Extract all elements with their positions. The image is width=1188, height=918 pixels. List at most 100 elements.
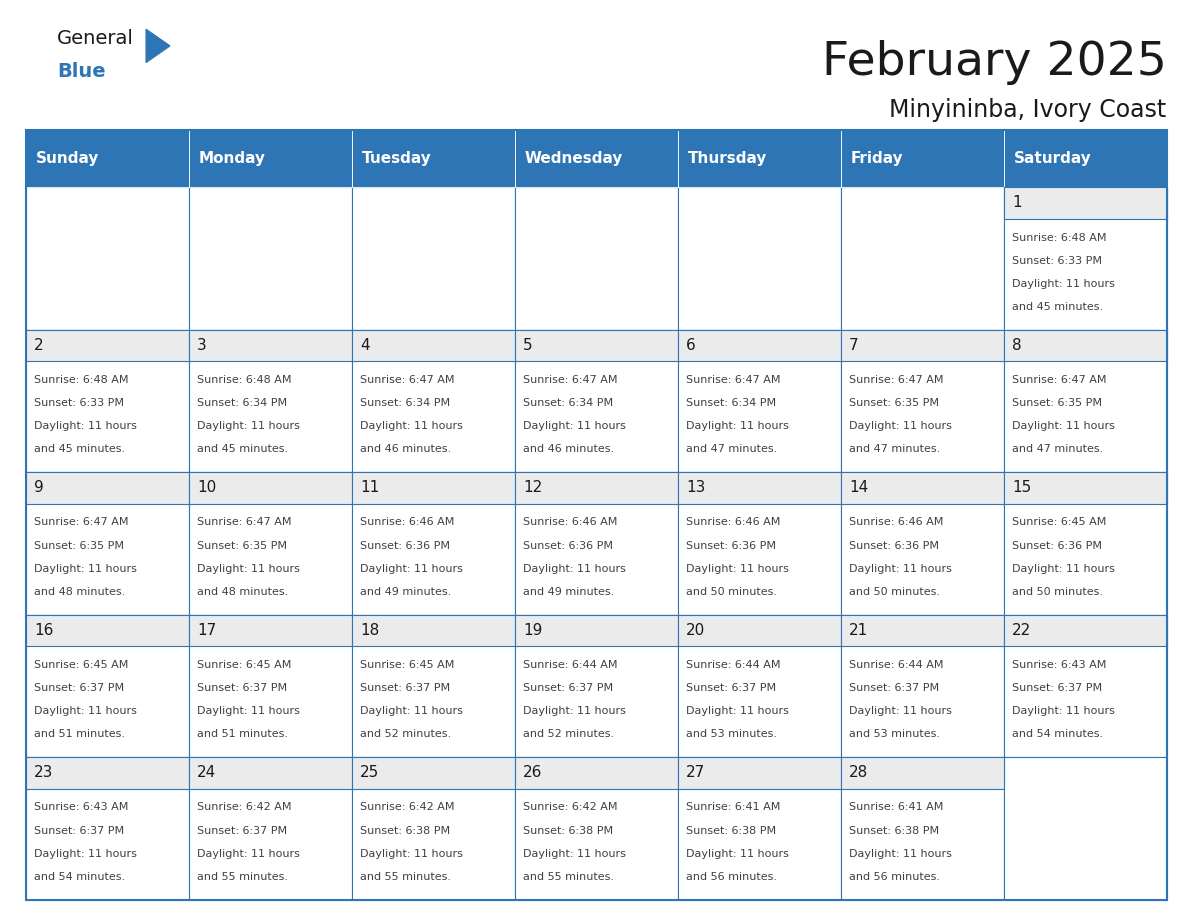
Text: Sunset: 6:37 PM: Sunset: 6:37 PM bbox=[523, 683, 613, 693]
Text: Sunset: 6:34 PM: Sunset: 6:34 PM bbox=[197, 398, 287, 409]
Text: Daylight: 11 hours: Daylight: 11 hours bbox=[360, 706, 463, 716]
Text: Daylight: 11 hours: Daylight: 11 hours bbox=[34, 849, 137, 858]
Text: Sunrise: 6:47 AM: Sunrise: 6:47 AM bbox=[685, 375, 781, 385]
Text: Sunset: 6:37 PM: Sunset: 6:37 PM bbox=[685, 683, 776, 693]
Text: and 54 minutes.: and 54 minutes. bbox=[1012, 730, 1102, 739]
Text: Daylight: 11 hours: Daylight: 11 hours bbox=[360, 421, 463, 431]
Text: Sunrise: 6:45 AM: Sunrise: 6:45 AM bbox=[1012, 518, 1106, 528]
Text: Sunset: 6:37 PM: Sunset: 6:37 PM bbox=[849, 683, 939, 693]
Text: 21: 21 bbox=[849, 623, 868, 638]
Text: 6: 6 bbox=[685, 338, 696, 353]
Text: 1: 1 bbox=[1012, 196, 1022, 210]
Text: Daylight: 11 hours: Daylight: 11 hours bbox=[197, 421, 301, 431]
Text: Daylight: 11 hours: Daylight: 11 hours bbox=[197, 706, 301, 716]
Text: Saturday: Saturday bbox=[1013, 151, 1092, 166]
Text: Sunset: 6:34 PM: Sunset: 6:34 PM bbox=[360, 398, 450, 409]
Text: Sunrise: 6:46 AM: Sunrise: 6:46 AM bbox=[685, 518, 781, 528]
Text: Sunrise: 6:43 AM: Sunrise: 6:43 AM bbox=[1012, 660, 1106, 670]
Text: 18: 18 bbox=[360, 623, 379, 638]
Text: Sunset: 6:37 PM: Sunset: 6:37 PM bbox=[197, 825, 287, 835]
Text: Sunset: 6:33 PM: Sunset: 6:33 PM bbox=[1012, 255, 1101, 265]
Text: 7: 7 bbox=[849, 338, 859, 353]
Text: 3: 3 bbox=[197, 338, 207, 353]
Text: Sunrise: 6:45 AM: Sunrise: 6:45 AM bbox=[360, 660, 455, 670]
Text: 8: 8 bbox=[1012, 338, 1022, 353]
Text: 14: 14 bbox=[849, 480, 868, 496]
Text: and 48 minutes.: and 48 minutes. bbox=[197, 587, 289, 597]
Text: 24: 24 bbox=[197, 766, 216, 780]
Text: Sunset: 6:37 PM: Sunset: 6:37 PM bbox=[1012, 683, 1102, 693]
Text: Daylight: 11 hours: Daylight: 11 hours bbox=[685, 849, 789, 858]
Text: Sunrise: 6:41 AM: Sunrise: 6:41 AM bbox=[849, 802, 943, 812]
Text: 2: 2 bbox=[34, 338, 44, 353]
Text: Daylight: 11 hours: Daylight: 11 hours bbox=[34, 706, 137, 716]
Text: and 53 minutes.: and 53 minutes. bbox=[685, 730, 777, 739]
Text: Blue: Blue bbox=[57, 62, 106, 82]
Text: 5: 5 bbox=[523, 338, 532, 353]
Text: and 45 minutes.: and 45 minutes. bbox=[34, 444, 126, 454]
Text: and 48 minutes.: and 48 minutes. bbox=[34, 587, 126, 597]
Text: and 47 minutes.: and 47 minutes. bbox=[1012, 444, 1104, 454]
Text: and 46 minutes.: and 46 minutes. bbox=[360, 444, 451, 454]
Text: Sunset: 6:38 PM: Sunset: 6:38 PM bbox=[849, 825, 939, 835]
Text: Sunrise: 6:41 AM: Sunrise: 6:41 AM bbox=[685, 802, 781, 812]
Text: 11: 11 bbox=[360, 480, 379, 496]
Text: Sunset: 6:38 PM: Sunset: 6:38 PM bbox=[523, 825, 613, 835]
Text: Sunset: 6:34 PM: Sunset: 6:34 PM bbox=[523, 398, 613, 409]
Text: Sunrise: 6:45 AM: Sunrise: 6:45 AM bbox=[34, 660, 128, 670]
Text: Daylight: 11 hours: Daylight: 11 hours bbox=[1012, 564, 1114, 574]
Text: and 49 minutes.: and 49 minutes. bbox=[523, 587, 614, 597]
Text: Sunrise: 6:48 AM: Sunrise: 6:48 AM bbox=[197, 375, 292, 385]
Text: 28: 28 bbox=[849, 766, 868, 780]
Text: and 50 minutes.: and 50 minutes. bbox=[1012, 587, 1102, 597]
Text: Sunrise: 6:47 AM: Sunrise: 6:47 AM bbox=[849, 375, 943, 385]
Text: Sunset: 6:36 PM: Sunset: 6:36 PM bbox=[523, 541, 613, 551]
Text: 10: 10 bbox=[197, 480, 216, 496]
Text: Sunrise: 6:46 AM: Sunrise: 6:46 AM bbox=[360, 518, 455, 528]
Text: and 51 minutes.: and 51 minutes. bbox=[34, 730, 125, 739]
Text: and 47 minutes.: and 47 minutes. bbox=[685, 444, 777, 454]
Text: Daylight: 11 hours: Daylight: 11 hours bbox=[685, 564, 789, 574]
Text: 20: 20 bbox=[685, 623, 706, 638]
Text: 22: 22 bbox=[1012, 623, 1031, 638]
Text: Sunrise: 6:44 AM: Sunrise: 6:44 AM bbox=[685, 660, 781, 670]
Text: and 55 minutes.: and 55 minutes. bbox=[197, 872, 289, 882]
Text: Daylight: 11 hours: Daylight: 11 hours bbox=[523, 421, 626, 431]
Text: 16: 16 bbox=[34, 623, 53, 638]
Text: Sunset: 6:34 PM: Sunset: 6:34 PM bbox=[685, 398, 776, 409]
Text: Sunrise: 6:46 AM: Sunrise: 6:46 AM bbox=[849, 518, 943, 528]
Text: and 50 minutes.: and 50 minutes. bbox=[849, 587, 940, 597]
Text: Daylight: 11 hours: Daylight: 11 hours bbox=[849, 421, 952, 431]
Text: Sunrise: 6:47 AM: Sunrise: 6:47 AM bbox=[1012, 375, 1106, 385]
Text: 4: 4 bbox=[360, 338, 369, 353]
Text: Daylight: 11 hours: Daylight: 11 hours bbox=[849, 564, 952, 574]
Text: Daylight: 11 hours: Daylight: 11 hours bbox=[685, 421, 789, 431]
Text: Sunrise: 6:42 AM: Sunrise: 6:42 AM bbox=[523, 802, 618, 812]
Text: and 46 minutes.: and 46 minutes. bbox=[523, 444, 614, 454]
Text: and 52 minutes.: and 52 minutes. bbox=[523, 730, 614, 739]
Text: Sunrise: 6:42 AM: Sunrise: 6:42 AM bbox=[197, 802, 292, 812]
Text: Sunset: 6:36 PM: Sunset: 6:36 PM bbox=[360, 541, 450, 551]
Text: and 56 minutes.: and 56 minutes. bbox=[685, 872, 777, 882]
Text: Sunrise: 6:45 AM: Sunrise: 6:45 AM bbox=[197, 660, 291, 670]
Text: Sunset: 6:33 PM: Sunset: 6:33 PM bbox=[34, 398, 125, 409]
Text: 23: 23 bbox=[34, 766, 53, 780]
Text: Daylight: 11 hours: Daylight: 11 hours bbox=[197, 849, 301, 858]
Text: 15: 15 bbox=[1012, 480, 1031, 496]
Text: Sunrise: 6:43 AM: Sunrise: 6:43 AM bbox=[34, 802, 128, 812]
Text: Daylight: 11 hours: Daylight: 11 hours bbox=[523, 706, 626, 716]
Text: 17: 17 bbox=[197, 623, 216, 638]
Text: 25: 25 bbox=[360, 766, 379, 780]
Text: Sunset: 6:38 PM: Sunset: 6:38 PM bbox=[360, 825, 450, 835]
Text: Sunrise: 6:47 AM: Sunrise: 6:47 AM bbox=[34, 518, 128, 528]
Text: Daylight: 11 hours: Daylight: 11 hours bbox=[360, 564, 463, 574]
Text: Sunrise: 6:42 AM: Sunrise: 6:42 AM bbox=[360, 802, 455, 812]
Text: Sunrise: 6:47 AM: Sunrise: 6:47 AM bbox=[197, 518, 292, 528]
Text: Sunrise: 6:46 AM: Sunrise: 6:46 AM bbox=[523, 518, 618, 528]
Text: 9: 9 bbox=[34, 480, 44, 496]
Text: and 47 minutes.: and 47 minutes. bbox=[849, 444, 940, 454]
Text: Sunset: 6:37 PM: Sunset: 6:37 PM bbox=[34, 825, 125, 835]
Text: and 49 minutes.: and 49 minutes. bbox=[360, 587, 451, 597]
Text: and 45 minutes.: and 45 minutes. bbox=[197, 444, 289, 454]
Text: 12: 12 bbox=[523, 480, 542, 496]
